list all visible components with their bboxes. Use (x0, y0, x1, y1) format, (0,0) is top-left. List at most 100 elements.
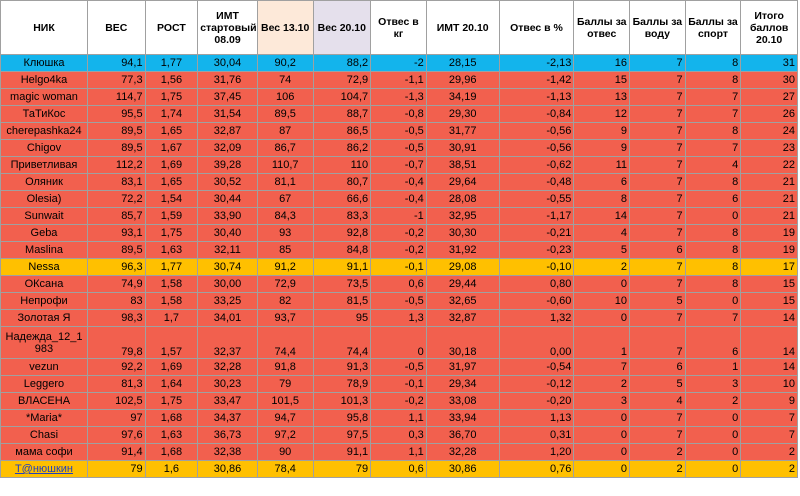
row-cell: 21 (740, 173, 798, 191)
row-cell: -1,17 (498, 207, 575, 225)
row-cell: 1,1 (370, 409, 427, 427)
header-ves-2010: Вес 20.10 (312, 0, 372, 55)
row-cell: -0,54 (498, 358, 575, 376)
row-cell: 79,8 (86, 326, 146, 359)
table-row: ВЛАСЕНА 102,5 1,75 33,47 101,5 101,3 -0,2 33,08… (0, 392, 798, 410)
row-cell: 2 (629, 443, 686, 461)
row-cell: 96,3 (86, 258, 146, 276)
row-cell: 29,08 (425, 258, 500, 276)
row-cell: 32,09 (197, 139, 258, 157)
row-cell: 91,8 (256, 358, 314, 376)
row-cell: 95,5 (86, 105, 146, 123)
row-cell: 30,86 (197, 460, 258, 478)
row-cell: -1,3 (370, 88, 427, 106)
header-bally-voda: Баллы за воду (629, 0, 686, 55)
row-cell: 0 (573, 426, 631, 444)
row-cell: 90 (256, 443, 314, 461)
header-bally-otves: Баллы за отвес (573, 0, 631, 55)
row-nik: мама софи (0, 443, 88, 461)
row-cell: 7 (629, 190, 686, 208)
table-row: Надежда_12_1 983 79,8 1,57 32,37 74,4 74,4 0 30… (0, 326, 798, 359)
row-cell: 0,76 (498, 460, 575, 478)
row-cell: 72,2 (86, 190, 146, 208)
row-cell: 86,7 (256, 139, 314, 157)
row-cell: 7 (629, 224, 686, 242)
row-cell: 78,4 (256, 460, 314, 478)
row-nik: Непрофи (0, 292, 88, 310)
row-cell: 1,59 (144, 207, 199, 225)
row-cell: 1,32 (498, 309, 575, 327)
table-row: Клюшка 94,1 1,77 30,04 90,2 88,2 -2 28,15 -2,13 1… (0, 54, 798, 72)
row-cell: 83,3 (312, 207, 372, 225)
header-otves-pct: Отвес в % (498, 0, 575, 55)
row-cell: 30,86 (425, 460, 500, 478)
row-cell: 31,76 (197, 71, 258, 89)
row-nik: cherepashka24 (0, 122, 88, 140)
row-cell: 89,5 (86, 139, 146, 157)
row-nik: Chasi (0, 426, 88, 444)
row-cell: 0,31 (498, 426, 575, 444)
row-cell: 30,52 (197, 173, 258, 191)
row-nik-link[interactable]: T@нюшкин (0, 460, 88, 478)
row-cell: 86,5 (312, 122, 372, 140)
row-cell: -0,48 (498, 173, 575, 191)
row-cell: 38,51 (425, 156, 500, 174)
row-cell: -1,1 (370, 71, 427, 89)
row-cell: 0,3 (370, 426, 427, 444)
row-cell: 1,65 (144, 122, 199, 140)
row-cell: 1,75 (144, 88, 199, 106)
row-cell: 8 (684, 122, 742, 140)
row-cell: 91,1 (312, 443, 372, 461)
row-cell: 87 (256, 122, 314, 140)
row-cell: 89,5 (86, 241, 146, 259)
row-cell: 78,9 (312, 375, 372, 393)
header-ves-1310: Вес 13.10 (256, 0, 314, 55)
row-cell: 3 (684, 375, 742, 393)
row-cell: 67 (256, 190, 314, 208)
row-cell: 28,08 (425, 190, 500, 208)
row-cell: 91,2 (256, 258, 314, 276)
row-cell: 7 (629, 105, 686, 123)
row-cell: 1,74 (144, 105, 199, 123)
row-nik: Надежда_12_1 983 (0, 326, 88, 359)
row-nik: Helgo4ka (0, 71, 88, 89)
row-cell: 97,2 (256, 426, 314, 444)
row-cell: 89,5 (256, 105, 314, 123)
row-cell: 114,7 (86, 88, 146, 106)
header-itogo: Итого баллов 20.10 (740, 0, 798, 55)
row-nik: ВЛАСЕНА (0, 392, 88, 410)
row-nik: Оляник (0, 173, 88, 191)
row-cell: 93,1 (86, 224, 146, 242)
row-cell: -1 (370, 207, 427, 225)
row-cell: 88,2 (312, 54, 372, 72)
row-cell: 0 (370, 326, 427, 359)
row-cell: 31,92 (425, 241, 500, 259)
row-cell: 14 (740, 326, 798, 359)
row-cell: 2 (740, 443, 798, 461)
row-cell: 7 (629, 54, 686, 72)
row-cell: 7 (629, 326, 686, 359)
table-row: Chigov 89,5 1,67 32,09 86,7 86,2 -0,5 30,91 -0,5… (0, 139, 798, 157)
row-cell: 101,3 (312, 392, 372, 410)
row-cell: 0 (573, 409, 631, 427)
header-rost: РОСТ (144, 0, 199, 55)
row-cell: 37,45 (197, 88, 258, 106)
row-cell: 33,47 (197, 392, 258, 410)
row-nik: magic woman (0, 88, 88, 106)
row-cell: 1 (573, 326, 631, 359)
table-row: Leggero 81,3 1,64 30,23 79 78,9 -0,1 29,34 -0,12… (0, 375, 798, 393)
row-cell: 7 (629, 88, 686, 106)
row-cell: 31,97 (425, 358, 500, 376)
row-cell: 80,7 (312, 173, 372, 191)
row-cell: 7 (740, 426, 798, 444)
row-cell: 30,91 (425, 139, 500, 157)
row-cell: 1,75 (144, 392, 199, 410)
header-row: НИК ВЕС РОСТ ИМТ стартовый 08.09 Вес 13.… (0, 0, 798, 55)
row-cell: 30 (740, 71, 798, 89)
row-cell: -0,2 (370, 224, 427, 242)
row-cell: 14 (740, 309, 798, 327)
table-row: vezun 92,2 1,69 32,28 91,8 91,3 -0,5 31,97 -0,54… (0, 358, 798, 376)
row-cell: 112,2 (86, 156, 146, 174)
row-nik: Geba (0, 224, 88, 242)
row-cell: 0,6 (370, 275, 427, 293)
